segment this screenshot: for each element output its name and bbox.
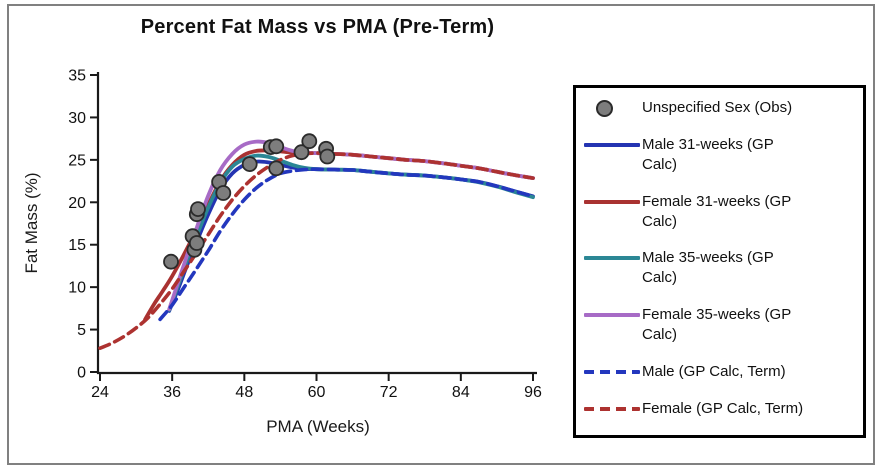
y-tick-label: 35	[68, 68, 86, 85]
legend-label: Female (GP Calc, Term)	[642, 399, 804, 417]
x-tick-label: 96	[524, 384, 542, 401]
scatter-point	[268, 160, 285, 177]
x-tick-label: 84	[452, 384, 470, 401]
legend-line-swatch	[584, 305, 640, 325]
legend-item: Female (GP Calc, Term)	[576, 399, 863, 419]
x-tick-label: 72	[380, 384, 398, 401]
legend-label: Male 35-weeks (GP Calc)	[642, 249, 774, 287]
legend-item: Female 31-weeks (GP Calc)	[576, 192, 863, 232]
legend-label: Unspecified Sex (Obs)	[642, 99, 793, 116]
scatter-point	[319, 148, 336, 165]
x-tick-label: 24	[91, 384, 109, 401]
legend-item: Female 35-weeks (GP Calc)	[576, 305, 863, 345]
legend-label: Male (GP Calc, Term)	[642, 363, 786, 381]
y-tick-label: 10	[68, 280, 86, 297]
scatter-point	[293, 144, 310, 161]
line-swatch	[584, 142, 640, 147]
legend-item: Male 31-weeks (GP Calc)	[576, 135, 863, 175]
legend-line-swatch	[584, 362, 640, 382]
series-line-female-31-weeks-gp-calc	[143, 148, 535, 322]
legend-marker-icon	[584, 98, 640, 118]
y-tick-label: 0	[77, 365, 86, 382]
x-tick-label: 36	[163, 384, 181, 401]
line-swatch	[584, 256, 640, 261]
y-tick-label: 5	[77, 322, 86, 339]
line-swatch	[584, 313, 640, 318]
x-tick-label: 60	[308, 384, 326, 401]
legend-label: Female 31-weeks (GP Calc)	[642, 192, 791, 230]
legend-line-swatch	[584, 248, 640, 268]
legend-box: Unspecified Sex (Obs) Male 31-weeks (GP C…	[573, 85, 866, 438]
y-tick-label: 30	[68, 110, 86, 127]
circle-marker-icon	[596, 99, 613, 117]
y-tick-label: 20	[68, 195, 86, 212]
y-tick-label: 25	[68, 152, 86, 169]
chart-title: Percent Fat Mass vs PMA (Pre-Term)	[140, 16, 495, 38]
legend-item: Male 35-weeks (GP Calc)	[576, 248, 863, 288]
line-swatch	[584, 406, 640, 411]
series-line-male-gp-calc-term	[158, 167, 535, 322]
scatter-point	[268, 138, 285, 155]
scatter-point	[301, 133, 318, 150]
scatter-point	[163, 253, 179, 270]
legend-item: Unspecified Sex (Obs)	[576, 98, 863, 118]
x-axis-label: PMA (Weeks)	[266, 417, 370, 436]
y-tick-label: 15	[68, 237, 86, 254]
legend-line-swatch	[584, 399, 640, 419]
scatter-point	[188, 235, 205, 251]
line-swatch	[584, 370, 640, 375]
axis-lines	[96, 72, 537, 375]
scatter-point	[241, 156, 258, 173]
line-swatch	[584, 199, 640, 204]
scatter-point	[190, 201, 206, 218]
x-tick-label: 48	[235, 384, 253, 401]
legend-item: Male (GP Calc, Term)	[576, 362, 863, 382]
series-line-female-gp-calc-term	[98, 151, 535, 350]
legend-line-swatch	[584, 192, 640, 212]
y-axis-label: Fat Mass (%)	[22, 172, 41, 274]
scatter-point	[215, 185, 232, 201]
legend-label: Male 31-weeks (GP Calc)	[642, 135, 774, 173]
legend-label: Female 35-weeks (GP Calc)	[642, 306, 791, 344]
legend-line-swatch	[584, 135, 640, 155]
